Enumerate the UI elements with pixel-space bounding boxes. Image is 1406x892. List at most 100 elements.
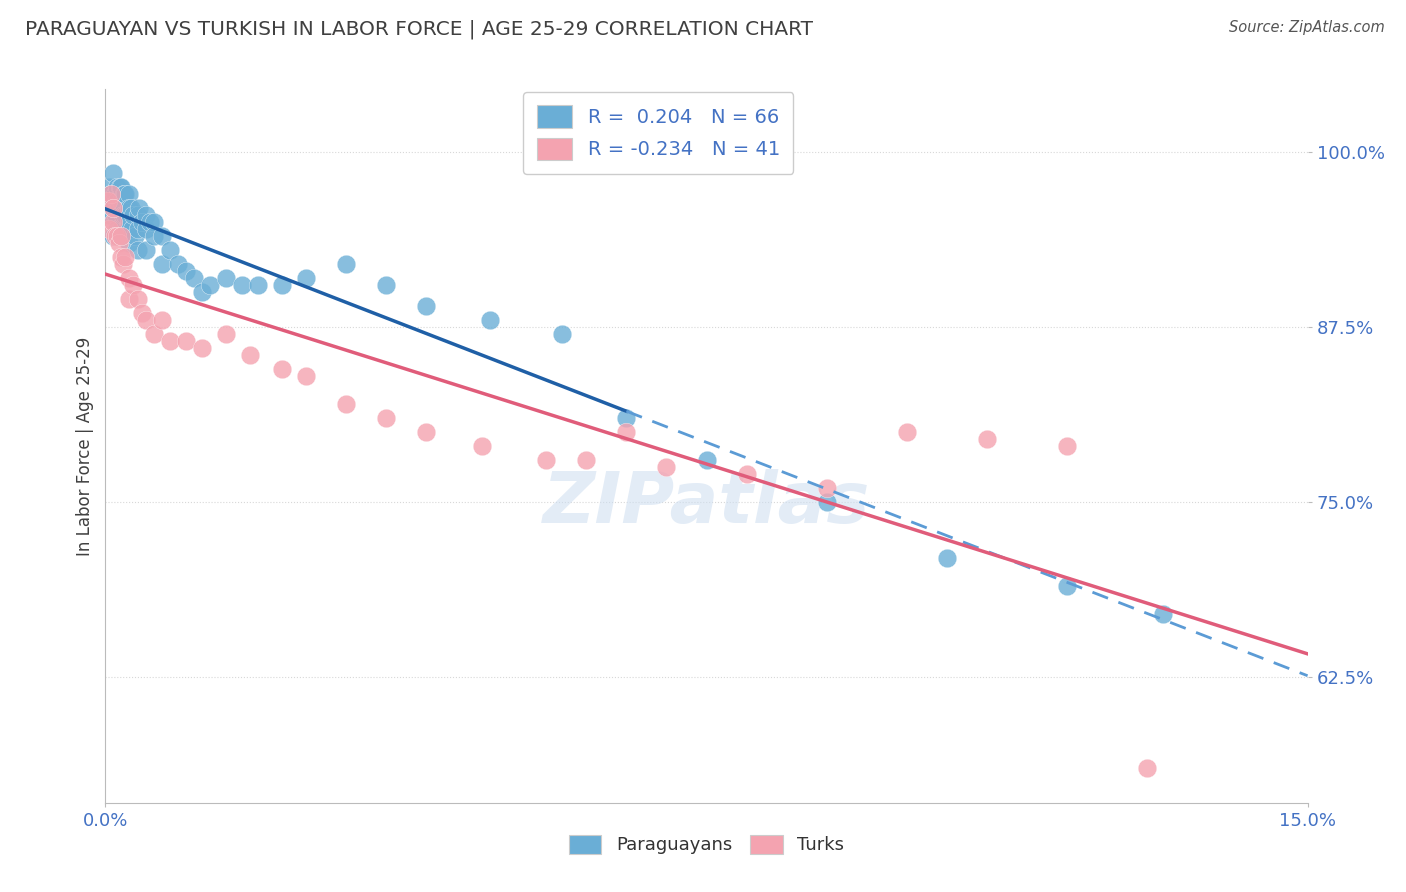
Point	[120, 201, 142, 215]
Point	[110, 180, 132, 194]
Point	[114, 187, 136, 202]
Point	[124, 229, 146, 244]
Point	[114, 208, 136, 222]
Point	[415, 299, 437, 313]
Point	[335, 257, 357, 271]
Point	[655, 460, 678, 475]
Point	[239, 348, 262, 362]
Point	[534, 453, 557, 467]
Point	[231, 278, 253, 293]
Point	[98, 180, 121, 194]
Point	[100, 187, 122, 202]
Text: PARAGUAYAN VS TURKISH IN LABOR FORCE | AGE 25-29 CORRELATION CHART: PARAGUAYAN VS TURKISH IN LABOR FORCE | A…	[25, 20, 813, 39]
Point	[1136, 761, 1159, 775]
Point	[374, 278, 398, 293]
Point	[159, 243, 181, 257]
Point	[174, 334, 197, 348]
Point	[122, 208, 145, 222]
Legend: Paraguayans, Turks: Paraguayans, Turks	[561, 828, 852, 862]
Point	[110, 229, 132, 244]
Point	[127, 292, 149, 306]
Point	[471, 439, 494, 453]
Point	[214, 327, 236, 342]
Point	[118, 292, 141, 306]
Point	[270, 362, 292, 376]
Point	[118, 201, 141, 215]
Point	[575, 453, 598, 467]
Point	[374, 411, 398, 425]
Point	[616, 411, 638, 425]
Point	[142, 327, 165, 342]
Y-axis label: In Labor Force | Age 25-29: In Labor Force | Age 25-29	[76, 336, 94, 556]
Point	[103, 229, 125, 244]
Point	[1056, 439, 1078, 453]
Point	[114, 250, 136, 264]
Point	[190, 285, 212, 299]
Point	[121, 222, 143, 236]
Text: Source: ZipAtlas.com: Source: ZipAtlas.com	[1229, 20, 1385, 35]
Point	[1152, 607, 1174, 621]
Point	[107, 222, 129, 236]
Point	[103, 166, 125, 180]
Point	[936, 550, 959, 565]
Point	[335, 397, 357, 411]
Text: ZIPatlas: ZIPatlas	[543, 468, 870, 538]
Point	[131, 215, 153, 229]
Point	[104, 187, 127, 202]
Point	[128, 201, 150, 215]
Point	[103, 201, 125, 215]
Point	[100, 187, 122, 202]
Point	[135, 222, 157, 236]
Point	[98, 222, 121, 236]
Point	[104, 229, 127, 244]
Point	[112, 187, 135, 202]
Point	[115, 222, 138, 236]
Point	[127, 222, 149, 236]
Point	[127, 208, 149, 222]
Point	[104, 208, 127, 222]
Point	[112, 208, 135, 222]
Point	[1056, 579, 1078, 593]
Point	[479, 313, 502, 327]
Point	[150, 313, 173, 327]
Point	[107, 229, 129, 244]
Point	[551, 327, 574, 342]
Point	[415, 425, 437, 439]
Point	[174, 264, 197, 278]
Point	[97, 201, 120, 215]
Point	[112, 257, 135, 271]
Point	[696, 453, 718, 467]
Point	[198, 278, 221, 293]
Point	[270, 278, 292, 293]
Point	[246, 278, 269, 293]
Point	[122, 278, 145, 293]
Point	[101, 194, 124, 208]
Point	[118, 187, 141, 202]
Point	[108, 180, 131, 194]
Point	[110, 222, 132, 236]
Point	[616, 425, 638, 439]
Point	[815, 481, 838, 495]
Point	[135, 208, 157, 222]
Point	[108, 201, 131, 215]
Point	[976, 432, 998, 446]
Point	[118, 215, 141, 229]
Point	[166, 257, 188, 271]
Point	[150, 257, 173, 271]
Point	[118, 236, 141, 251]
Point	[735, 467, 758, 481]
Point	[295, 271, 318, 285]
Point	[107, 180, 129, 194]
Point	[103, 215, 125, 229]
Point	[127, 243, 149, 257]
Point	[138, 215, 160, 229]
Point	[295, 369, 318, 384]
Point	[131, 306, 153, 320]
Point	[110, 250, 132, 264]
Point	[118, 271, 141, 285]
Point	[896, 425, 918, 439]
Point	[103, 201, 125, 215]
Point	[108, 236, 131, 251]
Point	[815, 495, 838, 509]
Point	[135, 243, 157, 257]
